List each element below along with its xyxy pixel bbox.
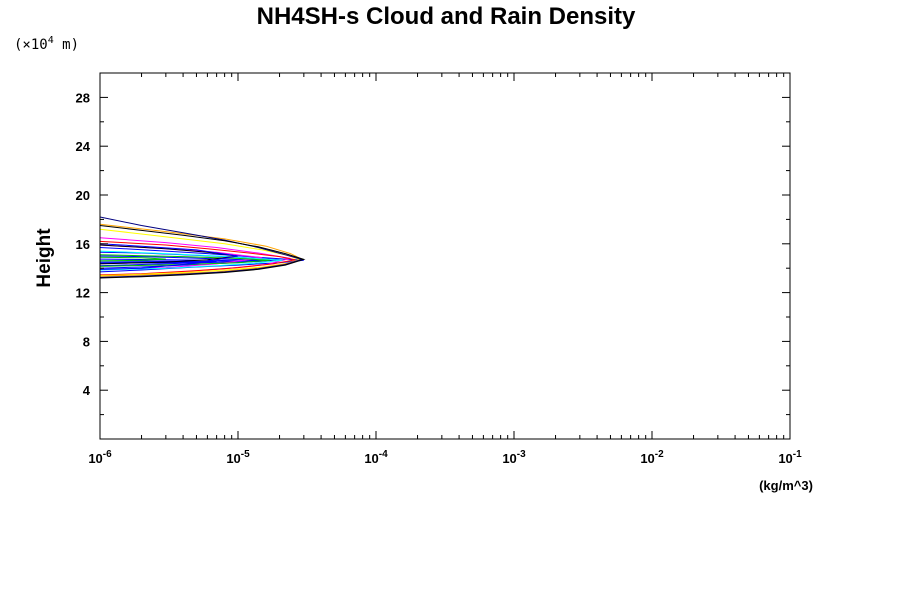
series-line-11: [99, 250, 283, 271]
y-tick-label: 12: [76, 286, 90, 301]
y-axis-label: Height: [34, 228, 55, 288]
x-tick-exponent: -3: [517, 449, 526, 460]
x-tick-exponent: -5: [241, 449, 250, 460]
series-line-5: [99, 260, 217, 263]
series-line-4: [99, 258, 244, 264]
series-line-13: [99, 216, 304, 278]
series-group: [99, 216, 306, 279]
y-unit-prefix: (×10: [14, 37, 48, 53]
x-tick-exponent: -4: [379, 449, 388, 460]
x-tick-base: 10: [640, 451, 654, 466]
x-axis-ticks: 10-6 10-5 10-4 10-3 10-2 10-1: [88, 73, 802, 466]
y-unit-suffix: m): [54, 37, 79, 53]
y-tick-label: 8: [83, 334, 90, 349]
x-tick-label: 10-2: [640, 449, 664, 466]
y-tick-label: 24: [76, 139, 91, 154]
x-tick-base: 10: [502, 451, 516, 466]
y-tick-label: 16: [76, 237, 90, 252]
series-line-8: [99, 240, 296, 276]
plot-frame: [99, 72, 791, 440]
series-line-16: [99, 256, 166, 262]
y-unit-label: (×104 m): [14, 35, 79, 53]
x-tick-label: 10-5: [226, 449, 250, 466]
x-tick-label: 10-6: [88, 449, 112, 466]
x-tick-label: 10-1: [778, 449, 802, 466]
x-tick-base: 10: [226, 451, 240, 466]
x-tick-base: 10: [88, 451, 102, 466]
series-line-14: [99, 225, 306, 279]
x-tick-exponent: -1: [793, 449, 802, 460]
x-axis-label: (kg/m^3): [759, 478, 813, 493]
minor-ticks: [100, 73, 790, 439]
x-tick-base: 10: [778, 451, 792, 466]
x-tick-label: 10-4: [364, 449, 388, 466]
y-axis-ticks: 4 8 12 16 20 24 28: [76, 90, 790, 398]
x-tick-exponent: -2: [655, 449, 664, 460]
x-tick-base: 10: [364, 451, 378, 466]
y-tick-label: 28: [76, 90, 90, 105]
y-tick-label: 4: [83, 383, 91, 398]
x-tick-label: 10-3: [502, 449, 526, 466]
x-tick-exponent: -6: [103, 449, 112, 460]
y-tick-label: 20: [76, 188, 90, 203]
y-unit-exponent: 4: [48, 35, 54, 46]
series-line-17: [99, 243, 239, 270]
chart-title: NH4SH-s Cloud and Rain Density: [257, 3, 636, 30]
